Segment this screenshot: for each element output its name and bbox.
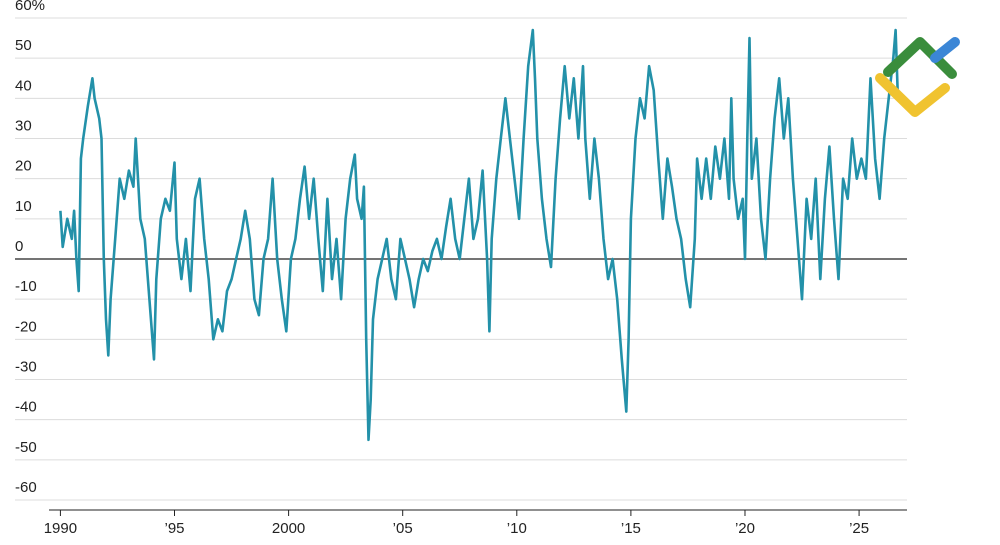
y-tick-label: 0 [15, 238, 23, 255]
x-tick-label: ’15 [621, 520, 641, 537]
y-tick-label: -20 [15, 318, 37, 335]
x-tick-label: ’95 [164, 520, 184, 537]
x-tick-label: ’10 [507, 520, 527, 537]
y-tick-label: -50 [15, 439, 37, 456]
y-tick-label: -10 [15, 278, 37, 295]
y-tick-label: 20 [15, 158, 32, 175]
x-tick-label: ’25 [849, 520, 869, 537]
y-tick-label: -30 [15, 359, 37, 376]
x-tick-label: 2000 [272, 520, 305, 537]
x-tick-label: 1990 [44, 520, 77, 537]
x-tick-label: ’05 [393, 520, 413, 537]
y-tick-label: 50 [15, 37, 32, 54]
logo [875, 37, 960, 117]
y-tick-label: -60 [15, 479, 37, 496]
y-tick-label: 30 [15, 118, 32, 135]
x-tick-label: ’20 [735, 520, 755, 537]
y-tick-label: 40 [15, 77, 32, 94]
y-tick-label: 10 [15, 198, 32, 215]
line-series [59, 28, 900, 442]
y-tick-label: -40 [15, 399, 37, 416]
y-tick-label: 60% [15, 0, 45, 14]
